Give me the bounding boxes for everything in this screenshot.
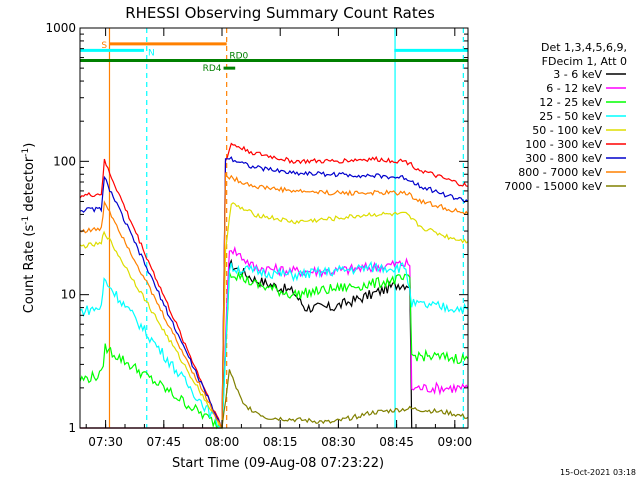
y-axis-label-sup: -1 — [21, 148, 31, 157]
x-tick-label-07-30: 07:30 — [88, 435, 123, 449]
legend-label-800-7000-kev: 800 - 7000 keV — [518, 166, 602, 179]
legend-label-7000-15000-kev: 7000 - 15000 keV — [504, 180, 602, 193]
x-tick-label-08-30: 08:30 — [321, 435, 356, 449]
y-tick-label-1000: 1000 — [45, 21, 76, 35]
x-tick-label-09-00: 09:00 — [438, 435, 473, 449]
x-tick-label-08-45: 08:45 — [379, 435, 414, 449]
annotation-label-s: S — [101, 41, 107, 51]
legend-label-300-800-kev: 300 - 800 keV — [525, 152, 602, 165]
x-tick-label-08-00: 08:00 — [205, 435, 240, 449]
y-axis-label: Count Rate (s-1 detector-1) — [21, 143, 37, 314]
legend-label-6-12-kev: 6 - 12 keV — [546, 82, 602, 95]
y-axis-label-part: detector — [22, 156, 37, 216]
legend: Det 1,3,4,5,6,9,FDecim 1, Att 03 - 6 keV… — [504, 41, 627, 193]
series-line-100-300-kev — [79, 142, 469, 429]
chart-title: RHESSI Observing Summary Count Rates — [125, 4, 435, 22]
series-line-50-100-kev — [79, 202, 469, 430]
plot-frame — [79, 27, 469, 429]
timestamp: 15-Oct-2021 03:18 — [560, 468, 636, 477]
x-axis-label: Start Time (09-Aug-08 07:23:22) — [172, 456, 384, 471]
y-axis-label-part: Count Rate (s — [22, 225, 37, 314]
series-line-300-800-kev — [79, 156, 469, 429]
axes: 07:30 07:45 08:00 08:15 08:30 08:45 09:00 1 10 10… — [45, 21, 472, 449]
legend-header-line: Det 1,3,4,5,6,9, — [541, 41, 627, 54]
y-axis-label-part: ) — [22, 143, 37, 148]
y-tick-label-100: 100 — [53, 154, 76, 168]
y-tick-label-10: 10 — [61, 288, 76, 302]
legend-label-50-100-kev: 50 - 100 keV — [532, 124, 602, 137]
legend-header-line: FDecim 1, Att 0 — [542, 55, 627, 68]
y-tick-label-1: 1 — [68, 421, 76, 435]
x-tick-label-07-45: 07:45 — [147, 435, 182, 449]
legend-label-12-25-kev: 12 - 25 keV — [539, 96, 602, 109]
y-axis-label-sup: -1 — [21, 216, 31, 225]
annotation-label-n: N — [148, 48, 155, 58]
series-line-25-50-kev — [79, 260, 469, 430]
legend-label-100-300-kev: 100 - 300 keV — [525, 138, 602, 151]
annotation-label-rd0: RD0 — [229, 52, 248, 62]
series-line-12-25-kev — [79, 271, 469, 430]
x-tick-label-08-15: 08:15 — [263, 435, 298, 449]
legend-label-3-6-kev: 3 - 6 keV — [553, 68, 602, 81]
annotation-label-rd4: RD4 — [203, 64, 222, 74]
legend-label-25-50-kev: 25 - 50 keV — [539, 110, 602, 123]
series-line-800-7000-kev — [79, 171, 469, 429]
